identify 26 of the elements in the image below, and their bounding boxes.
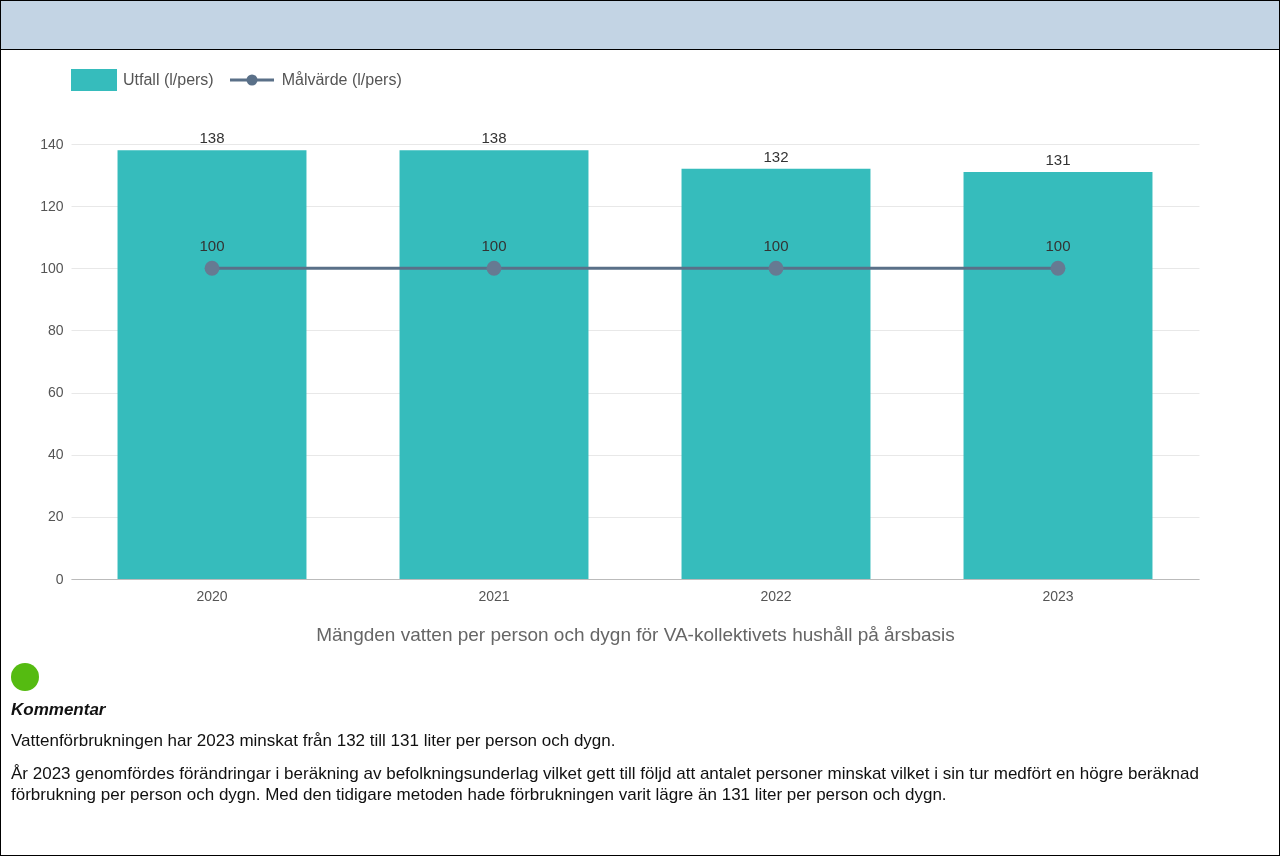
data-label: 100 (1045, 237, 1071, 255)
data-label: 100 (481, 237, 507, 255)
x-tick-label: 2020 (196, 587, 228, 604)
y-tick-label: 100 (40, 259, 64, 276)
text: Kommentar (11, 699, 107, 720)
data-label: 132 (763, 147, 789, 165)
data-label: 100 (763, 237, 789, 255)
y-tick-label: 20 (47, 508, 64, 525)
y-tick-label: 120 (40, 197, 64, 214)
y-tick-label: 80 (47, 321, 64, 338)
x-tick-label: 2021 (478, 587, 510, 604)
data-label: 100 (199, 237, 225, 255)
legend-label: Utfall (l/pers) (123, 71, 214, 89)
text: År 2023 genomfördes förändringar i beräkning av befolkningsunderlag vilket gett till följd att antalet personer minskat vilket i sin tur medfört en högre beräknad förbrukning per person och dygn. Med den tidigare metoden hade förbrukningen varit lägre än 131 liter per person och dygn. (11, 763, 1200, 805)
x-axis-title: Mängden vatten per person och dygn för VA-kollektivets hushåll på årsbasis (316, 623, 955, 645)
y-tick-label: 140 (40, 135, 64, 152)
legend-label: Målvärde (l/pers) (281, 71, 402, 89)
x-tick-label: 2022 (760, 587, 792, 604)
y-tick-label: 60 (47, 384, 64, 401)
data-label: 138 (199, 129, 225, 147)
data-label: 131 (1045, 150, 1071, 168)
y-tick-label: 40 (47, 446, 64, 463)
data-label: 138 (481, 129, 507, 147)
x-tick-label: 2023 (1042, 587, 1074, 604)
text: Vattenförbrukningen har 2023 minskat från 132 till 131 liter per person och dygn. (11, 730, 617, 751)
y-tick-label: 0 (55, 570, 64, 587)
